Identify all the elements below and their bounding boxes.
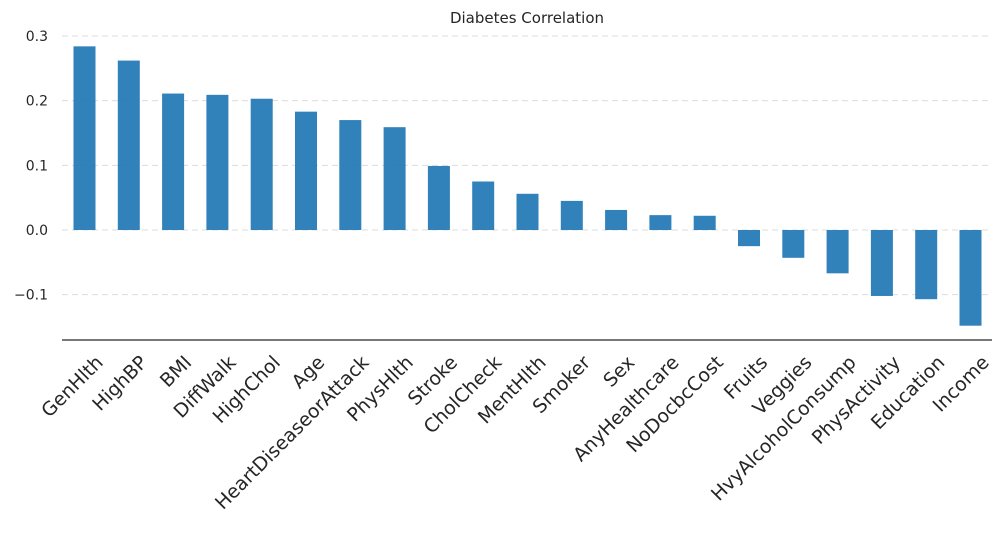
bar-Fruits	[738, 230, 760, 247]
bar-HeartDiseaseorAttack	[339, 120, 362, 230]
y-tick-labels: 0.3 0.2 0.1 0.0 −0.1	[14, 29, 48, 304]
bar-Veggies	[782, 230, 805, 258]
bar-MentHlth	[516, 193, 539, 230]
bar-Education	[915, 230, 938, 300]
bar-DiffWalk	[206, 94, 229, 230]
y-tick-label: 0.0	[26, 223, 48, 239]
bar-Sex	[605, 209, 628, 230]
bar-Smoker	[560, 200, 583, 230]
bar-HighChol	[250, 98, 273, 231]
bar-GenHlth	[73, 46, 96, 230]
x-tick-label: GenHlth	[37, 352, 107, 422]
bar-CholCheck	[472, 181, 495, 230]
bar-BMI	[162, 93, 185, 230]
y-tick-label: 0.2	[26, 94, 48, 110]
y-tick-label: −0.1	[14, 288, 48, 304]
y-tick-label: 0.1	[26, 158, 48, 174]
bar-AnyHealthcare	[649, 215, 672, 230]
chart-title: Diabetes Correlation	[450, 9, 604, 27]
bar-HighBP	[117, 60, 140, 230]
bar-Income	[959, 230, 982, 326]
grid-lines	[62, 35, 992, 296]
bar-NoDocbcCost	[693, 215, 716, 230]
bar-PhysActivity	[870, 230, 893, 296]
bar-Age	[295, 111, 317, 230]
y-tick-label: 0.3	[26, 29, 48, 45]
bar-HvyAlcoholConsump	[826, 230, 849, 274]
bar-Stroke	[427, 165, 450, 230]
bars	[73, 46, 982, 326]
bar-PhysHlth	[383, 127, 406, 230]
